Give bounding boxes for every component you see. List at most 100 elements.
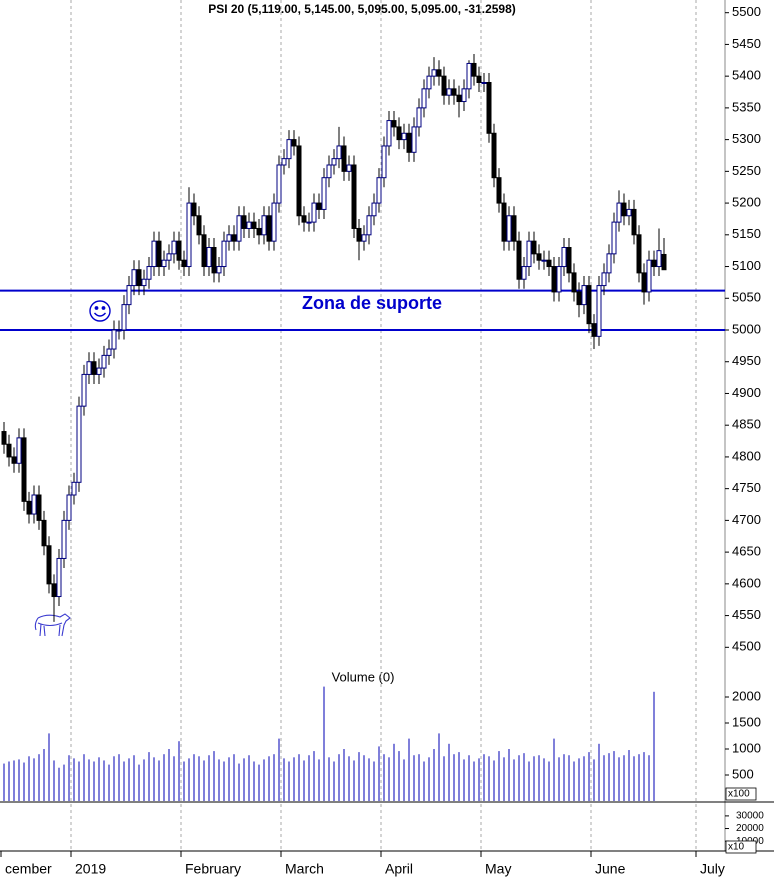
scale-label: x10: [728, 842, 745, 853]
candle-body: [501, 202, 507, 242]
candle-body: [376, 177, 382, 204]
candle-body: [411, 126, 417, 153]
candle-body: [486, 82, 492, 134]
candle-body: [656, 250, 662, 268]
support-label: Zona de suporte: [302, 293, 442, 313]
candle-body: [356, 227, 362, 242]
x-tick-label: March: [285, 861, 324, 877]
candle-body: [271, 202, 277, 242]
candle-body: [306, 221, 312, 224]
candle-body: [251, 221, 257, 229]
candle-body: [586, 285, 592, 325]
candle-body: [121, 304, 127, 331]
candle-body: [476, 75, 482, 84]
candle-body: [276, 164, 282, 204]
candle-body: [641, 272, 647, 293]
volume-title: Volume (0): [332, 669, 395, 684]
candle-body: [311, 202, 317, 223]
candle-body: [136, 269, 142, 287]
y-tick-label: 1000: [732, 740, 761, 755]
candle-body: [101, 354, 107, 369]
y-tick-label: 4750: [732, 480, 761, 495]
y-tick-label: 4800: [732, 448, 761, 463]
candle-body: [531, 240, 537, 255]
candle-body: [386, 120, 392, 147]
scale-label: x100: [728, 789, 750, 800]
candle-body: [631, 208, 637, 236]
candle-body: [596, 285, 602, 337]
candle-body: [41, 519, 47, 547]
x-tick-label: April: [385, 861, 413, 877]
candle-body: [236, 215, 242, 242]
candle-body: [126, 285, 132, 306]
candle-body: [171, 240, 177, 255]
scale-box: [725, 840, 757, 854]
candle-body: [61, 519, 67, 559]
candle-body: [646, 259, 652, 293]
candle-body: [86, 361, 92, 375]
candle-body: [131, 269, 137, 287]
candle-body: [451, 88, 457, 96]
candle-body: [111, 329, 117, 350]
y-tick-label: 4500: [732, 639, 761, 654]
candle-body: [191, 202, 197, 217]
candle-body: [151, 240, 157, 268]
candle-body: [6, 443, 12, 458]
candle-body: [31, 494, 37, 515]
y-tick-label: 2000: [732, 688, 761, 703]
candle-body: [51, 583, 57, 598]
y-tick-label: 5500: [732, 4, 761, 19]
candle-body: [456, 94, 462, 103]
candle-body: [146, 266, 152, 280]
candle-body: [396, 126, 402, 141]
candle-body: [626, 208, 632, 217]
candle-body: [36, 494, 42, 521]
x-tick-label: February: [185, 861, 241, 877]
candle-body: [466, 62, 472, 90]
candle-body: [216, 266, 222, 274]
candle-body: [651, 259, 657, 268]
candle-body: [431, 69, 437, 77]
candle-body: [401, 132, 407, 141]
y-tick-label: 5300: [732, 131, 761, 146]
candle-body: [226, 234, 232, 242]
candle-body: [81, 373, 87, 407]
candle-body: [371, 202, 377, 217]
candle-body: [286, 139, 292, 160]
candle-body: [606, 253, 612, 274]
candle-body: [256, 227, 262, 236]
candle-body: [511, 215, 517, 242]
y-tick-label: 20000: [736, 823, 764, 834]
candle-body: [186, 202, 192, 268]
candle-body: [321, 177, 327, 210]
candle-body: [316, 202, 322, 210]
candle-body: [366, 215, 372, 236]
bull-icon: [34, 613, 71, 637]
candle-body: [341, 145, 347, 172]
y-tick-label: 5250: [732, 163, 761, 178]
y-tick-label: 5100: [732, 258, 761, 273]
candle-body: [211, 247, 217, 274]
candle-body: [281, 158, 287, 166]
candle-body: [611, 221, 617, 255]
chart-title: PSI 20 (5,119.00, 5,145.00, 5,095.00, 5,…: [208, 2, 516, 16]
y-tick-label: 5200: [732, 195, 761, 210]
candle-body: [591, 323, 597, 337]
y-tick-label: 4850: [732, 417, 761, 432]
candle-body: [521, 266, 527, 280]
candle-body: [326, 164, 332, 179]
candle-body: [416, 107, 422, 128]
y-tick-label: 4900: [732, 385, 761, 400]
candle-body: [66, 494, 72, 521]
candle-body: [506, 215, 512, 242]
candle-body: [636, 234, 642, 274]
candle-body: [426, 75, 432, 90]
y-tick-label: 5050: [732, 290, 761, 305]
candle-body: [661, 253, 667, 271]
candle-body: [391, 120, 397, 128]
x-tick-label: May: [485, 861, 511, 877]
y-tick-label: 5000: [732, 321, 761, 336]
candle-body: [406, 132, 412, 153]
candle-body: [241, 215, 247, 229]
